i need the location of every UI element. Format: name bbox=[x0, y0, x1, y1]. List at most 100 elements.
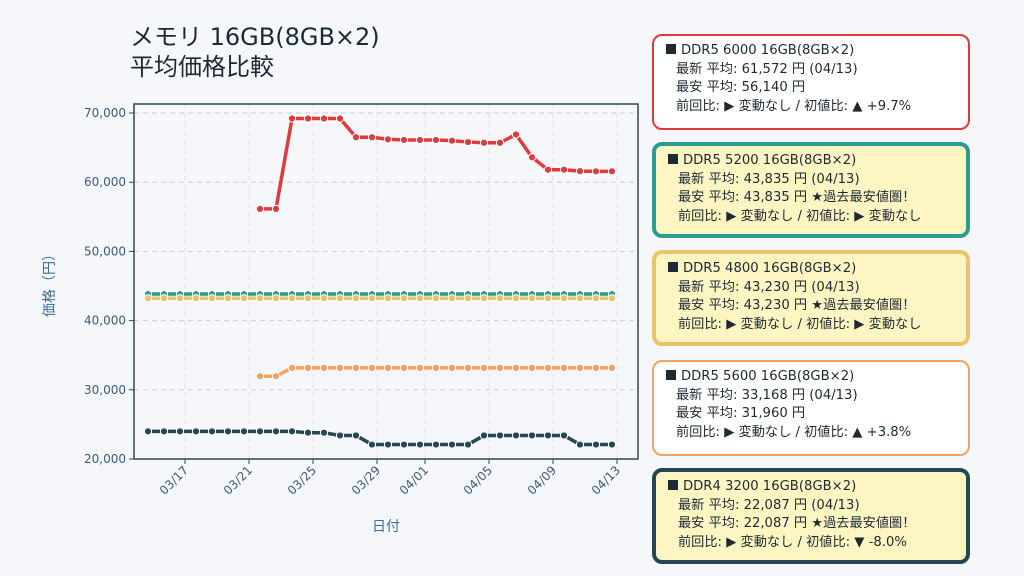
card-latest: 最新 平均: 61,572 円 (04/13) bbox=[676, 61, 858, 77]
data-point bbox=[335, 363, 345, 372]
data-point bbox=[399, 294, 409, 303]
data-point bbox=[143, 427, 153, 436]
data-point bbox=[303, 363, 313, 372]
x-tick-label: 03/17 bbox=[157, 463, 191, 497]
data-point bbox=[159, 294, 169, 303]
data-point bbox=[383, 363, 393, 372]
data-point bbox=[287, 427, 297, 436]
card-product-name: DDR4 3200 16GB(8GB×2) bbox=[683, 479, 857, 494]
price-line-chart: 20,000 30,000 40,000 50,000 60,000 70,000 03/… bbox=[42, 103, 639, 535]
data-point bbox=[255, 294, 265, 303]
legend-card: DDR5 6000 16GB(8GB×2) 最新 平均: 61,572 円 (04… bbox=[652, 34, 970, 130]
data-point bbox=[191, 427, 201, 436]
data-point bbox=[591, 440, 601, 449]
legend-card: DDR5 4800 16GB(8GB×2) 最新 平均: 43,230 円 (04… bbox=[652, 250, 970, 346]
data-point bbox=[543, 294, 553, 303]
data-point bbox=[287, 294, 297, 303]
card-change: 前回比: ▶ 変動なし / 初値比: ▲ +9.7% bbox=[676, 98, 912, 114]
square-icon bbox=[668, 262, 678, 272]
data-point bbox=[559, 431, 569, 440]
card-lowest: 最安 平均: 43,835 円 ★過去最安値圏！ bbox=[678, 190, 916, 205]
data-point bbox=[271, 427, 281, 436]
data-point bbox=[383, 135, 393, 144]
data-point bbox=[383, 294, 393, 303]
data-point bbox=[351, 133, 361, 142]
data-point bbox=[351, 363, 361, 372]
data-point bbox=[383, 440, 393, 449]
card-lowest: 最安 平均: 56,140 円 bbox=[676, 80, 806, 95]
data-point bbox=[223, 427, 233, 436]
x-axis-label: 日付 bbox=[372, 519, 400, 535]
y-tick-label: 20,000 bbox=[84, 452, 126, 466]
x-axis-ticks: 03/17 03/21 03/25 03/29 04/01 04/05 04/09 04/13 bbox=[157, 459, 623, 498]
y-tick-label: 50,000 bbox=[84, 244, 126, 258]
data-point bbox=[399, 135, 409, 145]
y-tick-label: 40,000 bbox=[84, 314, 126, 328]
data-point bbox=[431, 440, 441, 449]
data-point bbox=[511, 431, 521, 440]
data-point bbox=[223, 294, 233, 303]
data-point bbox=[319, 114, 329, 123]
data-point bbox=[335, 294, 345, 303]
data-point bbox=[351, 294, 361, 303]
card-title: DDR4 3200 16GB(8GB×2) bbox=[668, 478, 966, 497]
data-point bbox=[479, 294, 489, 303]
data-point bbox=[543, 431, 553, 440]
data-point bbox=[527, 431, 537, 440]
data-point bbox=[255, 372, 265, 381]
data-point bbox=[303, 114, 313, 123]
data-point bbox=[271, 204, 281, 214]
data-point bbox=[239, 294, 249, 303]
chart-title: メモリ 16GB(8GB×2) 平均価格比較 bbox=[130, 22, 380, 82]
data-point bbox=[335, 114, 345, 123]
y-tick-label: 60,000 bbox=[84, 175, 126, 189]
data-point bbox=[207, 294, 217, 303]
series-4 bbox=[255, 363, 617, 381]
data-point bbox=[607, 440, 617, 449]
x-tick-label: 03/29 bbox=[349, 463, 383, 497]
data-point bbox=[191, 294, 201, 303]
data-point bbox=[495, 363, 505, 372]
data-point bbox=[575, 294, 585, 303]
square-icon bbox=[666, 44, 676, 54]
card-title: DDR5 4800 16GB(8GB×2) bbox=[668, 260, 966, 279]
data-point bbox=[511, 130, 521, 139]
data-point bbox=[335, 431, 345, 440]
data-point bbox=[447, 136, 457, 145]
data-point bbox=[415, 294, 425, 303]
data-point bbox=[607, 294, 617, 303]
x-tick-label: 04/13 bbox=[589, 463, 623, 497]
data-point bbox=[319, 363, 329, 372]
data-point bbox=[143, 294, 153, 303]
data-point bbox=[319, 294, 329, 303]
card-change: 前回比: ▶ 変動なし / 初値比: ▲ +3.8% bbox=[676, 424, 912, 440]
x-tick-label: 03/25 bbox=[285, 463, 319, 497]
data-point bbox=[303, 294, 313, 303]
card-latest: 最新 平均: 43,230 円 (04/13) bbox=[678, 279, 860, 295]
data-point bbox=[495, 138, 505, 147]
y-tick-label: 30,000 bbox=[84, 383, 126, 397]
card-change: 前回比: ▶ 変動なし / 初値比: ▶ 変動なし bbox=[678, 316, 922, 332]
card-lowest: 最安 平均: 43,230 円 ★過去最安値圏！ bbox=[678, 298, 916, 313]
data-point bbox=[271, 372, 281, 381]
data-point bbox=[415, 135, 425, 145]
data-point bbox=[175, 427, 185, 436]
card-latest: 最新 平均: 43,835 円 (04/13) bbox=[678, 171, 860, 187]
data-point bbox=[463, 137, 473, 147]
card-latest: 最新 平均: 22,087 円 (04/13) bbox=[678, 497, 860, 513]
card-change: 前回比: ▶ 変動なし / 初値比: ▶ 変動なし bbox=[678, 208, 922, 224]
data-point bbox=[431, 363, 441, 372]
data-point bbox=[527, 363, 537, 372]
card-title: DDR5 5200 16GB(8GB×2) bbox=[668, 152, 966, 171]
x-tick-label: 03/21 bbox=[221, 463, 255, 497]
y-axis-label: 価格（円） bbox=[42, 247, 58, 317]
data-point bbox=[239, 427, 249, 436]
data-point bbox=[287, 114, 297, 123]
card-lowest: 最安 平均: 31,960 円 bbox=[676, 406, 806, 421]
data-point bbox=[607, 167, 617, 176]
card-product-name: DDR5 6000 16GB(8GB×2) bbox=[681, 43, 855, 58]
data-point bbox=[591, 167, 601, 176]
grid-lines bbox=[134, 104, 638, 460]
data-point bbox=[159, 427, 169, 436]
data-point bbox=[559, 363, 569, 372]
